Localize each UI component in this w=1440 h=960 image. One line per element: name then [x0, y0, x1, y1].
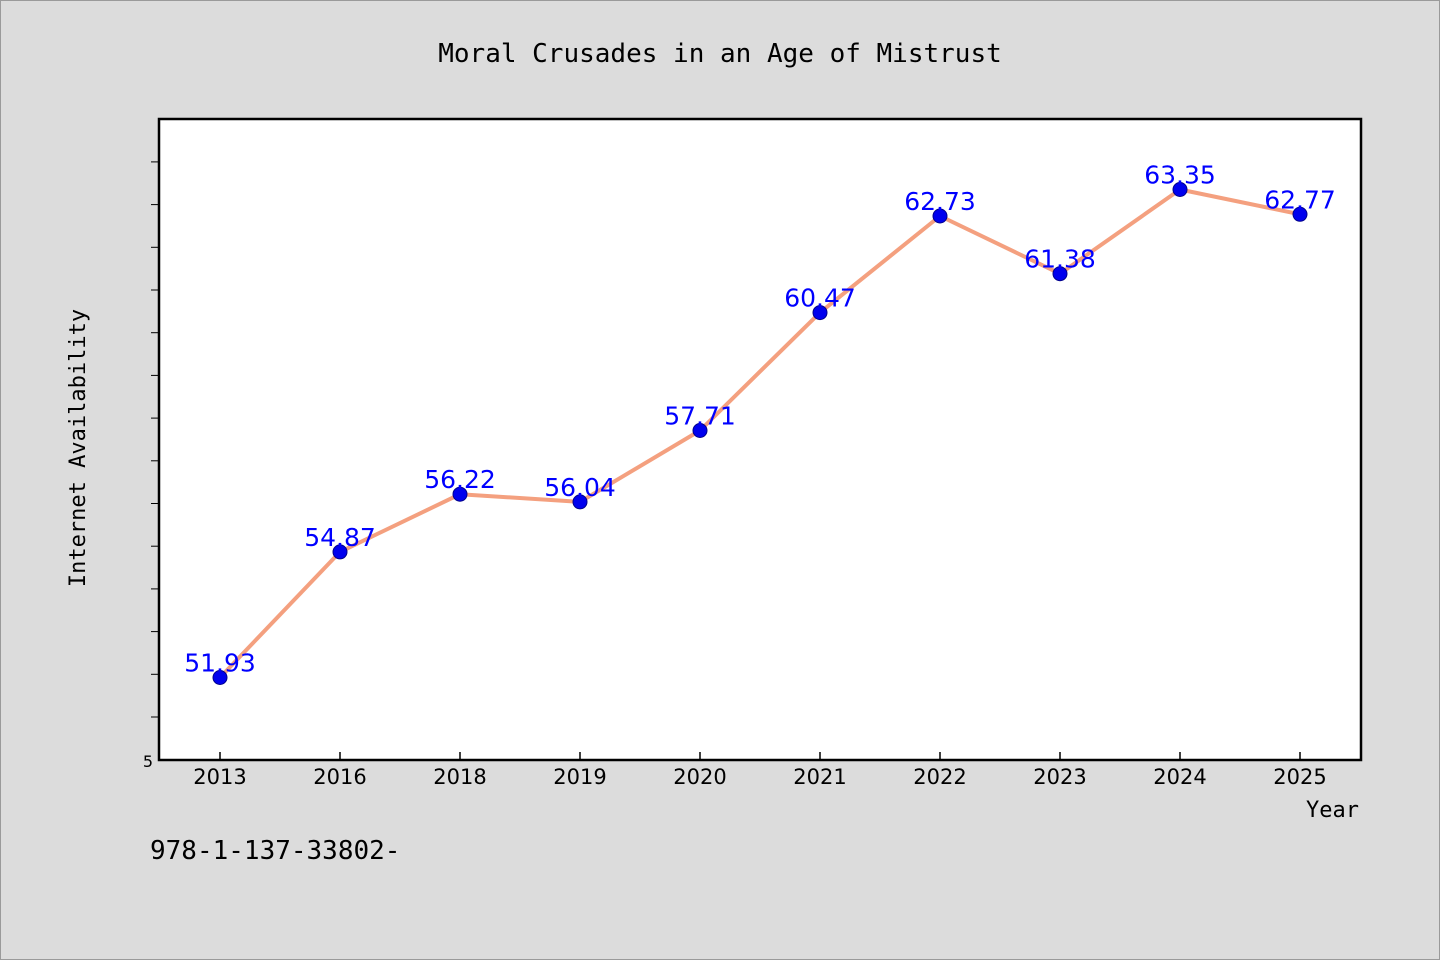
x-tick-label: 2024	[1153, 765, 1206, 789]
data-label: 51.93	[184, 649, 256, 678]
x-tick-label: 2019	[553, 765, 606, 789]
data-point	[1292, 206, 1308, 222]
y-axis-label: Internet Availability	[66, 309, 91, 587]
x-tick-label: 2020	[673, 765, 726, 789]
data-point	[692, 423, 708, 438]
chart-title: Moral Crusades in an Age of Mistrust	[438, 39, 1002, 69]
x-axis-label: Year	[1306, 798, 1359, 823]
data-label: 63.35	[1144, 161, 1216, 190]
x-tick-label: 2022	[913, 765, 966, 789]
data-label: 54.87	[304, 523, 376, 552]
data-label: 57.71	[664, 402, 736, 431]
data-label: 56.22	[424, 465, 496, 494]
x-tick-label: 2013	[193, 765, 246, 789]
data-label: 60.47	[784, 284, 856, 313]
data-point	[572, 494, 588, 510]
data-point	[332, 544, 348, 560]
data-point	[1172, 182, 1188, 197]
data-point	[812, 305, 828, 321]
data-point	[212, 670, 228, 685]
x-axis: 2013 2016 2018 2019 2020 2021 2022 2023 2024 2025	[193, 752, 1327, 789]
data-label: 56.04	[544, 473, 616, 502]
series-line	[218, 187, 1301, 679]
x-tick-label: 2021	[793, 765, 846, 789]
footer-text: 978-1-137-33802-	[150, 836, 401, 866]
data-label: 61.38	[1024, 245, 1096, 274]
x-tick-label: 2023	[1033, 765, 1086, 789]
data-point	[1052, 266, 1068, 282]
series-group: 51.93 54.87 56.22 56.04 57.71 60.47 62.73 61.38…	[184, 161, 1336, 685]
y-axis-ticks	[151, 161, 159, 718]
x-tick-label: 2016	[313, 765, 366, 789]
data-point	[932, 208, 948, 224]
data-point	[452, 486, 468, 502]
plot-area	[157, 117, 1363, 762]
data-label: 62.77	[1264, 185, 1336, 214]
x-tick-label: 2018	[433, 765, 486, 789]
y-tick-label: 5	[143, 752, 153, 771]
x-tick-label: 2025	[1273, 765, 1326, 789]
data-label: 62.73	[904, 187, 976, 216]
